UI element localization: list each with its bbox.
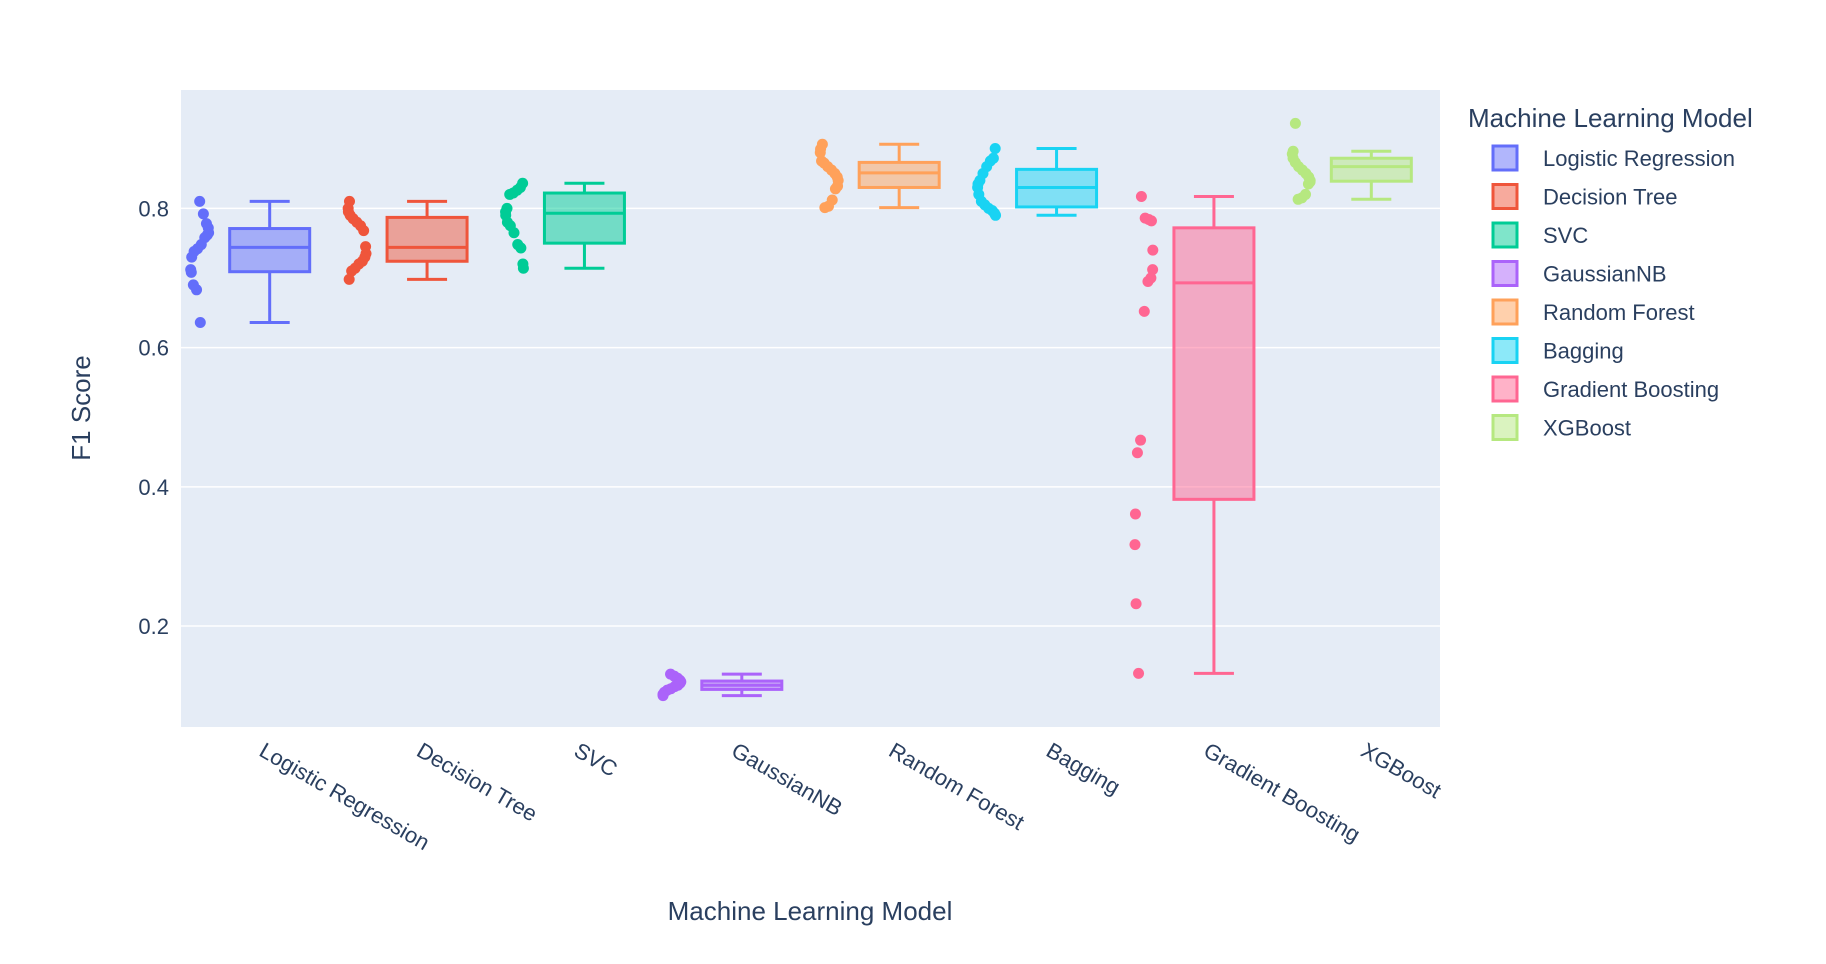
y-tick-label: 0.2: [138, 614, 169, 639]
legend-label: XGBoost: [1543, 416, 1631, 441]
legend-item: Bagging: [1491, 337, 1624, 364]
data-point: [657, 690, 669, 702]
data-point: [1292, 193, 1304, 205]
data-point: [829, 183, 841, 195]
box-iqr: [228, 227, 312, 274]
box-group: [1129, 191, 1256, 679]
x-tick-label: Random Forest: [885, 738, 1029, 835]
legend-swatch: [1491, 221, 1519, 249]
data-point: [1147, 244, 1159, 256]
legend-item: Logistic Regression: [1491, 144, 1735, 172]
box-iqr: [1172, 226, 1256, 501]
data-point: [194, 195, 206, 207]
legend-title: Machine Learning Model: [1468, 103, 1753, 133]
legend-label: Bagging: [1543, 339, 1624, 364]
legend-swatch: [1491, 375, 1519, 403]
data-point: [185, 266, 197, 278]
legend-item: Decision Tree: [1491, 183, 1678, 210]
legend-swatch: [1491, 337, 1519, 364]
legend: Machine Learning Model Logistic Regressi…: [1468, 103, 1753, 441]
data-point: [1289, 117, 1301, 129]
data-point: [1135, 434, 1147, 446]
box-group: [1286, 117, 1413, 205]
data-point: [989, 142, 1001, 154]
legend-swatch: [1491, 260, 1519, 287]
legend-swatch: [1491, 414, 1519, 441]
x-tick-label: Bagging: [1042, 738, 1124, 800]
data-point: [186, 251, 198, 263]
data-point: [504, 188, 516, 200]
data-point: [358, 225, 370, 237]
legend-swatch: [1491, 144, 1519, 172]
y-tick-label: 0.4: [138, 475, 169, 500]
box-series: [185, 117, 1413, 702]
legend-label: Decision Tree: [1543, 185, 1678, 210]
data-point: [1145, 215, 1157, 227]
data-point: [1129, 508, 1141, 520]
data-point: [346, 265, 358, 277]
box-group: [185, 195, 312, 329]
data-point: [1131, 447, 1143, 459]
data-point: [1142, 275, 1154, 287]
box-group: [657, 668, 784, 702]
y-axis-title: F1 Score: [66, 355, 96, 461]
box-group: [814, 138, 941, 214]
legend-swatch: [1491, 183, 1519, 210]
legend-label: GaussianNB: [1543, 262, 1667, 287]
box-iqr: [385, 215, 469, 263]
x-tick-label: Logistic Regression: [255, 738, 434, 856]
data-point: [814, 147, 826, 159]
x-tick-label: XGBoost: [1357, 738, 1446, 804]
legend-swatch: [1491, 298, 1519, 326]
data-point: [343, 273, 355, 285]
y-tick-label: 0.6: [138, 336, 169, 361]
data-point: [515, 242, 527, 254]
data-point: [1147, 264, 1159, 276]
data-point: [197, 208, 209, 220]
data-point: [1302, 178, 1314, 190]
box-group: [342, 195, 469, 285]
legend-item: Gradient Boosting: [1491, 375, 1719, 403]
x-tick-label: GaussianNB: [727, 738, 846, 821]
x-tick-label: Decision Tree: [413, 738, 542, 827]
data-point: [819, 202, 831, 214]
box-iqr: [1329, 156, 1413, 183]
box-iqr: [542, 191, 626, 245]
y-tick-label: 0.8: [138, 196, 169, 221]
box-group: [972, 142, 1099, 221]
x-tick-label: Gradient Boosting: [1199, 738, 1364, 848]
data-point: [990, 209, 1002, 221]
box-iqr: [857, 160, 941, 189]
data-point: [1129, 539, 1141, 551]
legend-item: GaussianNB: [1491, 260, 1667, 287]
data-point: [1133, 667, 1145, 679]
data-point: [1138, 305, 1150, 317]
legend-label: Logistic Regression: [1543, 146, 1735, 171]
legend-item: XGBoost: [1491, 414, 1631, 441]
legend-label: SVC: [1543, 223, 1588, 248]
legend-item: Random Forest: [1491, 298, 1695, 326]
legend-label: Random Forest: [1543, 300, 1695, 325]
legend-label: Gradient Boosting: [1543, 377, 1719, 402]
y-axis-ticks: 0.2 0.4 0.6 0.8: [138, 196, 169, 639]
data-point: [194, 317, 206, 329]
data-point: [191, 284, 203, 296]
box-group: [500, 177, 626, 274]
data-point: [508, 227, 520, 239]
legend-item: SVC: [1491, 221, 1588, 249]
x-axis-title: Machine Learning Model: [668, 896, 953, 926]
data-point: [1135, 191, 1147, 203]
x-tick-label: SVC: [570, 738, 622, 782]
data-point: [517, 262, 529, 274]
data-point: [1130, 598, 1142, 610]
